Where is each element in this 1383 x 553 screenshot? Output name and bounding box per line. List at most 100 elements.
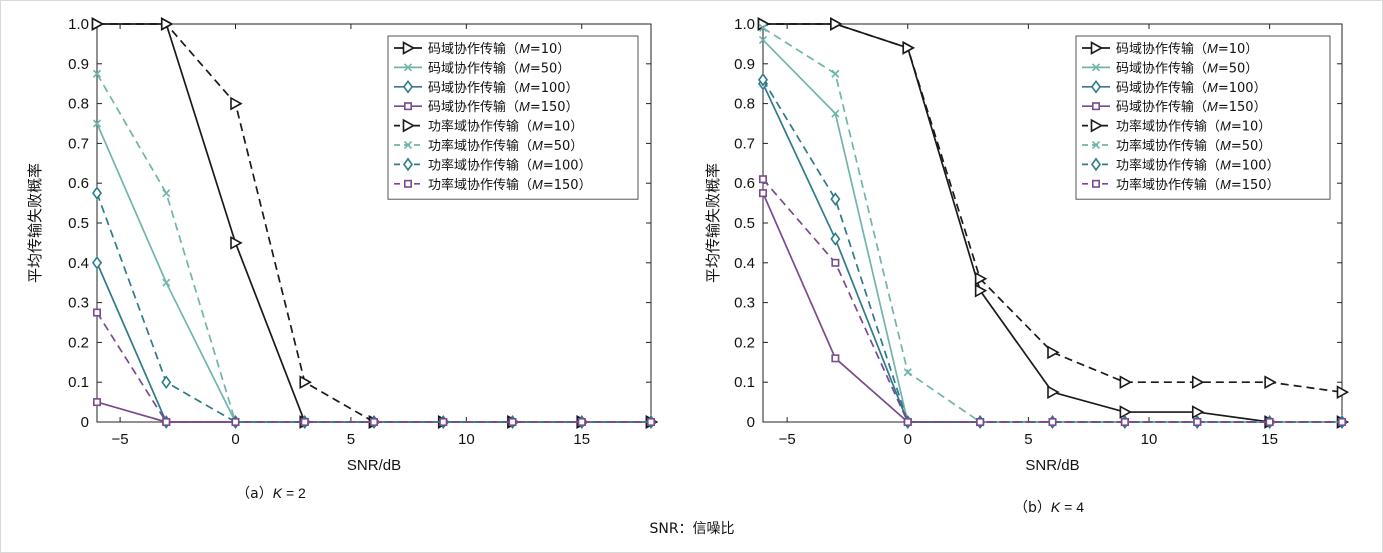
x-tick-label: 10 (1141, 431, 1158, 448)
data-point (831, 354, 840, 363)
legend-marker (403, 179, 412, 188)
series-power-m150 (93, 308, 655, 426)
data-point (230, 236, 243, 250)
legend-label: 码域协作传输（M=100） (428, 80, 579, 96)
data-point (92, 69, 102, 78)
y-tick-label: 0.5 (68, 215, 89, 232)
data-point (831, 69, 840, 78)
data-point (903, 417, 912, 426)
legend-label: 功率域协作传输（M=50） (428, 138, 583, 154)
data-point (758, 72, 768, 87)
data-point (830, 17, 843, 31)
y-tick-label: 0.9 (68, 56, 89, 73)
series-power-m150 (758, 175, 1347, 426)
y-tick-label: 0.3 (68, 295, 89, 312)
y-tick-label: 0.2 (68, 334, 89, 351)
data-point (300, 417, 309, 426)
y-tick-label: 0.7 (68, 135, 89, 152)
legend-marker (1091, 140, 1101, 150)
legend-label: 码域协作传输（M=150） (428, 99, 579, 115)
legend: 码域协作传输（M=10） 码域协作传输（M=50） 码域协作传输（M=100） 码域协… (1075, 35, 1331, 200)
data-point (1047, 385, 1060, 400)
panel-caption: （b）K = 4 (1014, 499, 1084, 516)
x-axis-label: SNR/dB (1025, 457, 1079, 474)
data-point (439, 417, 448, 426)
x-tick-label: 0 (231, 431, 239, 448)
y-tick-label: 1.0 (68, 16, 89, 33)
data-point (758, 35, 768, 44)
data-point (976, 417, 985, 426)
data-point (162, 278, 171, 287)
x-tick-label: 15 (573, 431, 590, 448)
legend-label: 功率域协作传输（M=50） (1116, 138, 1271, 154)
data-point (831, 109, 840, 118)
data-point (92, 186, 102, 201)
legend-box (1075, 35, 1331, 200)
data-point (161, 375, 172, 390)
y-tick-label: 0.2 (734, 334, 755, 351)
series-line (763, 23, 1343, 393)
series-line (97, 23, 651, 423)
y-tick-label: 0.6 (68, 175, 89, 192)
x-tick-label: 10 (458, 431, 475, 448)
y-axis-label: 平均传输失败概率 (27, 163, 44, 283)
legend-label: 码域协作传输（M=100） (1116, 80, 1267, 96)
legend-marker (1092, 179, 1101, 188)
y-tick-label: 0.4 (734, 255, 755, 272)
data-point (1048, 417, 1057, 426)
data-point (1338, 417, 1347, 426)
data-point (1264, 375, 1277, 390)
y-tick-label: 1.0 (734, 16, 755, 33)
y-tick-label: 0.5 (734, 215, 755, 232)
y-tick-label: 0.3 (734, 295, 755, 312)
data-point (508, 417, 517, 426)
y-tick-label: 0.8 (68, 96, 89, 113)
y-tick-label: 0 (81, 414, 89, 431)
data-point (974, 283, 988, 298)
data-point (1119, 405, 1133, 419)
data-point (92, 119, 102, 128)
legend-marker (1090, 118, 1104, 133)
series-line (96, 312, 651, 423)
legend-label: 功率域协作传输（M=10） (428, 119, 583, 135)
legend-marker (402, 118, 416, 133)
y-tick-label: 0.4 (68, 255, 89, 272)
data-point (758, 175, 767, 184)
data-point (1193, 417, 1202, 426)
data-point (162, 417, 171, 426)
y-tick-label: 0.9 (734, 56, 755, 73)
y-tick-label: 0.6 (734, 175, 755, 192)
x-tick-label: −5 (779, 431, 796, 448)
data-point (902, 41, 915, 55)
x-tick-label: 15 (1261, 431, 1278, 448)
legend-label: 码域协作传输（M=50） (1116, 60, 1258, 76)
y-tick-label: 0.8 (734, 96, 755, 113)
legend-label: 功率域协作传输（M=100） (428, 157, 592, 173)
y-tick-label: 0 (747, 414, 755, 431)
data-point (830, 232, 841, 246)
figure-note: SNR：信噪比 (649, 521, 734, 537)
chart-panel-a: 0 0.1 0.2 0.3 0.4 0.5 0.6 0.7 0.8 0.9 1.0 −5 0 5 10 15 S… (27, 16, 659, 502)
data-point (93, 308, 102, 317)
legend-marker (403, 157, 413, 172)
legend-marker (1090, 41, 1104, 55)
data-point (231, 417, 240, 426)
legend-marker (403, 63, 413, 72)
data-point (831, 258, 840, 267)
y-axis-label: 平均传输失败概率 (705, 163, 722, 283)
y-tick-label: 0.1 (68, 374, 89, 391)
data-point (1120, 417, 1129, 426)
panel-caption: （a）K = 2 (236, 485, 306, 502)
data-point (758, 23, 768, 33)
legend-label: 码域协作传输（M=10） (1116, 41, 1258, 57)
y-tick-label: 0.7 (734, 135, 755, 152)
data-point (299, 375, 312, 390)
legend: 码域协作传输（M=10） 码域协作传输（M=50） 码域协作传输（M=100） 码域协… (387, 35, 639, 200)
legend-marker (1091, 63, 1101, 72)
legend-label: 码域协作传输（M=10） (428, 41, 570, 57)
x-tick-label: −5 (112, 431, 129, 448)
x-axis-label: SNR/dB (347, 457, 401, 474)
series-power-m10 (757, 17, 1350, 400)
legend-marker (402, 41, 416, 55)
